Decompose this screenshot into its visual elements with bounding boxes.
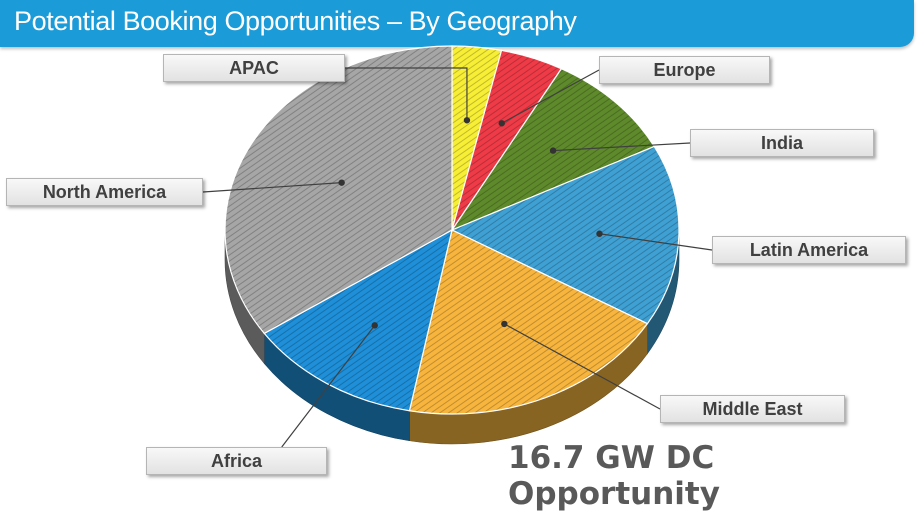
leader-dot-india [549,147,557,154]
leader-line-europe [501,69,600,124]
data-label-india: India [690,129,874,157]
leader-line-apac [345,67,468,121]
leader-dot-africa [371,322,378,329]
pie-slice-middle-east [408,229,649,415]
pie-slices [224,45,680,415]
leader-dot-europe [498,120,505,127]
chart-title: Potential Booking Opportunities – By Geo… [14,6,577,36]
leader-lines [202,67,713,448]
leader-line-north-america [202,182,342,193]
leader-line-india [553,142,691,152]
data-label-middle-east: Middle East [660,395,845,423]
data-label-north-america: North America [6,178,203,206]
pie-slice-latin-america [450,145,680,325]
leader-line-middle-east [504,323,661,410]
pie-slice-north-america [224,45,453,335]
leader-dot-apac [463,117,471,124]
data-label-europe: Europe [599,56,770,84]
leader-line-africa [281,324,376,448]
leader-dot-middle-east [501,320,508,328]
data-label-latin-america: Latin America [712,236,906,264]
leader-dot-north-america [338,179,345,186]
title-bar: Potential Booking Opportunities – By Geo… [0,0,914,47]
data-label-africa: Africa [146,447,327,475]
opportunity-total: 16.7 GW DC Opportunity [508,440,720,512]
pie-chart [202,45,713,448]
leader-dot-latin-america [596,230,603,237]
data-label-apac: APAC [163,54,345,82]
pie-slice-africa [263,228,453,412]
leader-line-latin-america [599,233,713,251]
